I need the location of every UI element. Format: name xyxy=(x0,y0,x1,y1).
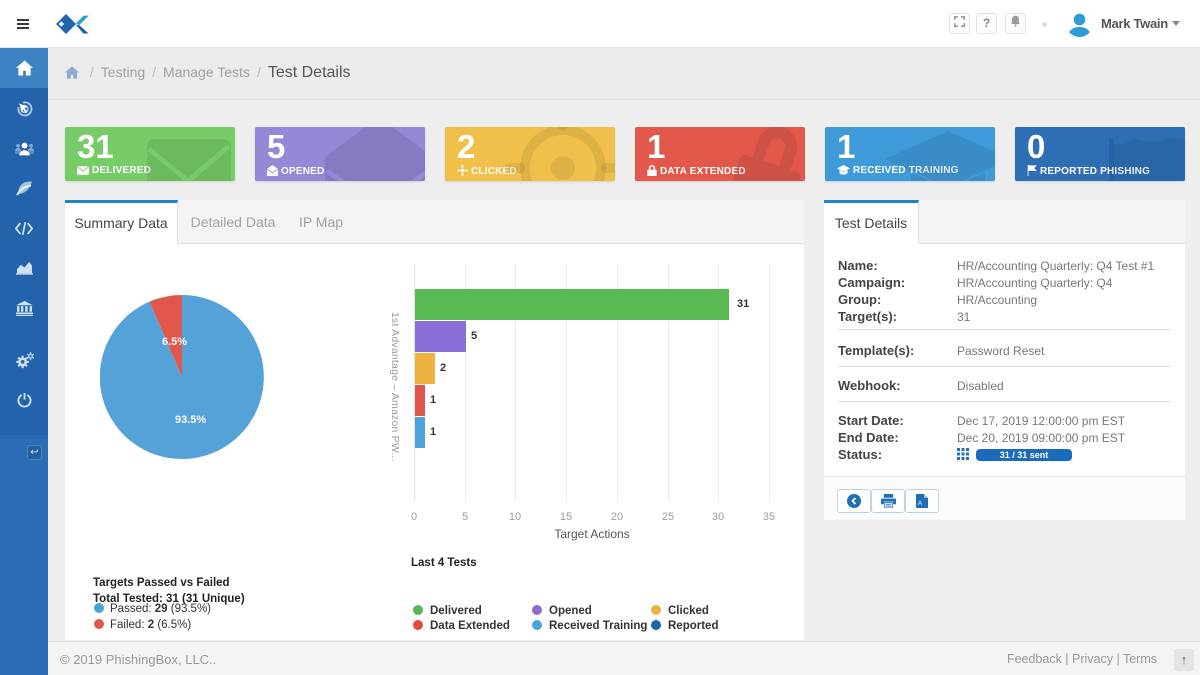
svg-text:A: A xyxy=(918,501,922,507)
